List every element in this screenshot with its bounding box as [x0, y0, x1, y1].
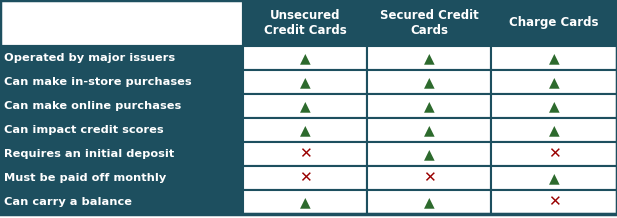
Text: ▲: ▲ [549, 99, 560, 113]
Text: ▲: ▲ [424, 75, 434, 89]
Bar [491, 142, 617, 166]
Bar [367, 190, 491, 214]
Text: Charge Cards: Charge Cards [509, 17, 598, 29]
Bar [491, 94, 617, 118]
Bar [0, 190, 243, 214]
Bar [367, 0, 491, 46]
Text: ▲: ▲ [549, 51, 560, 65]
Bar [0, 142, 243, 166]
Text: ▲: ▲ [424, 195, 434, 209]
Text: ✕: ✕ [548, 146, 560, 162]
Text: Can carry a balance: Can carry a balance [4, 197, 132, 207]
Bar [0, 94, 243, 118]
Bar [243, 46, 367, 70]
Bar [243, 166, 367, 190]
Bar [491, 70, 617, 94]
Text: Secured Credit
Cards: Secured Credit Cards [379, 9, 478, 37]
Text: ✕: ✕ [423, 170, 436, 186]
Bar [491, 166, 617, 190]
Text: Can make in-store purchases: Can make in-store purchases [4, 77, 192, 87]
Text: ▲: ▲ [300, 99, 310, 113]
Text: ▲: ▲ [549, 75, 560, 89]
Bar [0, 118, 243, 142]
Bar [367, 118, 491, 142]
Bar [0, 0, 243, 46]
Bar [367, 166, 491, 190]
Bar [367, 70, 491, 94]
Text: ▲: ▲ [300, 75, 310, 89]
Text: ▲: ▲ [549, 123, 560, 137]
Bar [367, 142, 491, 166]
Bar [0, 70, 243, 94]
Bar [243, 70, 367, 94]
Text: Operated by major issuers: Operated by major issuers [4, 53, 175, 63]
Bar [367, 94, 491, 118]
Bar [243, 190, 367, 214]
Bar [243, 118, 367, 142]
Bar [243, 94, 367, 118]
Bar [0, 166, 243, 190]
Bar [491, 118, 617, 142]
Text: ▲: ▲ [300, 123, 310, 137]
Text: ✕: ✕ [299, 146, 312, 162]
Bar [243, 0, 367, 46]
Text: ▲: ▲ [424, 99, 434, 113]
Text: Can impact credit scores: Can impact credit scores [4, 125, 164, 135]
Bar [491, 0, 617, 46]
Text: ▲: ▲ [300, 195, 310, 209]
Text: ▲: ▲ [424, 123, 434, 137]
Text: ▲: ▲ [300, 51, 310, 65]
Text: ▲: ▲ [549, 171, 560, 185]
Bar [491, 190, 617, 214]
Bar [243, 142, 367, 166]
Text: Must be paid off monthly: Must be paid off monthly [4, 173, 166, 183]
Text: Can make online purchases: Can make online purchases [4, 101, 181, 111]
Bar [367, 46, 491, 70]
Text: ▲: ▲ [424, 147, 434, 161]
Bar [0, 46, 243, 70]
Text: Unsecured
Credit Cards: Unsecured Credit Cards [263, 9, 346, 37]
Text: ✕: ✕ [299, 170, 312, 186]
Text: ▲: ▲ [424, 51, 434, 65]
Bar [491, 46, 617, 70]
Text: Requires an initial deposit: Requires an initial deposit [4, 149, 174, 159]
Text: ✕: ✕ [548, 194, 560, 209]
